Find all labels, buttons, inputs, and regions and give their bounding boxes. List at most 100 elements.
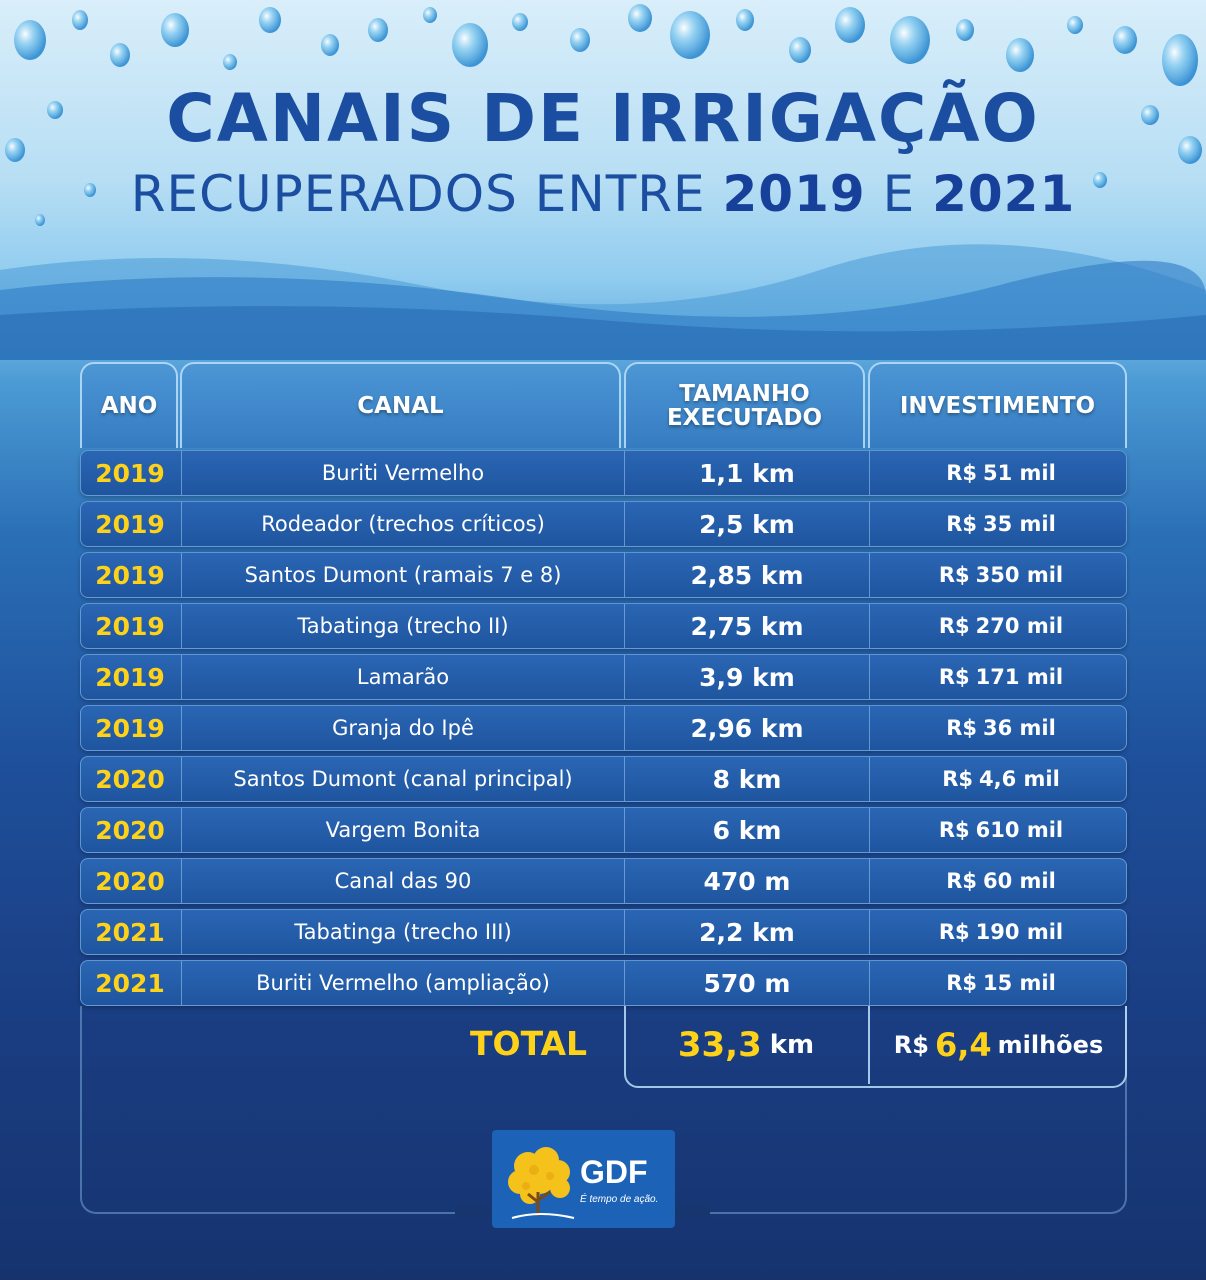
cell-investimento: R$ 190 mil — [869, 910, 1126, 954]
cell-investimento: R$ 4,6 mil — [869, 757, 1126, 801]
total-investimento: R$ 6,4 milhões — [868, 1006, 1127, 1084]
total-inv-value: 6,4 — [934, 1026, 992, 1064]
inv-prefix: R$ — [938, 818, 970, 842]
cell-investimento: R$ 35 mil — [869, 502, 1126, 546]
cell-investimento: R$ 60 mil — [869, 859, 1126, 903]
cell-ano: 2019 — [95, 458, 165, 488]
cell-canal: Tabatinga (trecho II) — [181, 604, 624, 648]
cell-ano: 2019 — [95, 713, 165, 743]
inv-value: 36 mil — [982, 716, 1056, 740]
inv-prefix: R$ — [946, 869, 977, 893]
subtitle-conjunction: E — [865, 165, 933, 223]
cell-canal: Lamarão — [181, 655, 624, 699]
ipe-tree-icon — [508, 1147, 575, 1219]
table-row: 2019 Lamarão 3,9 km R$ 171 mil — [80, 654, 1127, 700]
cell-tamanho: 2,96 km — [624, 706, 869, 750]
inv-value: 270 mil — [975, 614, 1064, 638]
inv-value: 4,6 mil — [979, 767, 1060, 791]
cell-ano: 2021 — [95, 968, 165, 998]
inv-prefix: R$ — [946, 716, 977, 740]
cell-ano: 2020 — [95, 764, 165, 794]
total-box — [624, 1006, 1127, 1088]
cell-investimento: R$ 36 mil — [869, 706, 1126, 750]
cell-canal: Granja do Ipê — [181, 706, 624, 750]
subtitle-prefix: RECUPERADOS ENTRE — [130, 165, 723, 223]
cell-tamanho: 2,75 km — [624, 604, 869, 648]
total-inv-prefix: R$ — [893, 1031, 929, 1059]
cell-canal: Buriti Vermelho (ampliação) — [181, 961, 624, 1005]
cell-tamanho: 2,5 km — [624, 502, 869, 546]
cell-ano: 2019 — [95, 611, 165, 641]
water-drops-decoration — [5, 4, 1202, 226]
inv-prefix: R$ — [946, 971, 977, 995]
total-inv-unit: milhões — [997, 1031, 1104, 1059]
subtitle-year-end: 2021 — [932, 165, 1076, 223]
table-row: 2020 Vargem Bonita 6 km R$ 610 mil — [80, 807, 1127, 853]
header-ano: ANO — [80, 362, 178, 448]
cell-tamanho: 2,85 km — [624, 553, 869, 597]
cell-tamanho: 1,1 km — [624, 451, 869, 495]
total-tamanho: 33,3 km — [624, 1006, 868, 1084]
cell-ano: 2019 — [95, 560, 165, 590]
cell-canal: Vargem Bonita — [181, 808, 624, 852]
header-tamanho-line2: EXECUTADO — [666, 405, 823, 431]
cell-investimento: R$ 171 mil — [869, 655, 1126, 699]
cell-canal: Tabatinga (trecho III) — [181, 910, 624, 954]
table-row: 2019 Rodeador (trechos críticos) 2,5 km … — [80, 501, 1127, 547]
cell-tamanho: 6 km — [624, 808, 869, 852]
cell-canal: Santos Dumont (ramais 7 e 8) — [181, 553, 624, 597]
cell-ano: 2021 — [95, 917, 165, 947]
cell-investimento: R$ 350 mil — [869, 553, 1126, 597]
total-tamanho-unit: km — [769, 1030, 815, 1060]
inv-value: 35 mil — [982, 512, 1056, 536]
cell-investimento: R$ 51 mil — [869, 451, 1126, 495]
cell-investimento: R$ 610 mil — [869, 808, 1126, 852]
header-tamanho: TAMANHO EXECUTADO — [624, 362, 865, 448]
total-tamanho-value: 33,3 — [677, 1025, 762, 1065]
inv-prefix: R$ — [938, 614, 970, 638]
cell-tamanho: 2,2 km — [624, 910, 869, 954]
cell-tamanho: 3,9 km — [624, 655, 869, 699]
inv-prefix: R$ — [946, 512, 977, 536]
inv-prefix: R$ — [938, 665, 970, 689]
water-surface-decoration — [0, 244, 1206, 360]
cell-canal: Buriti Vermelho — [181, 451, 624, 495]
table-row: 2021 Tabatinga (trecho III) 2,2 km R$ 190… — [80, 909, 1127, 955]
cell-tamanho: 8 km — [624, 757, 869, 801]
header-canal: CANAL — [180, 362, 621, 448]
gdf-logo: GDF É tempo de ação. — [492, 1130, 675, 1228]
inv-value: 60 mil — [982, 869, 1056, 893]
inv-value: 610 mil — [975, 818, 1064, 842]
inv-value: 350 mil — [975, 563, 1064, 587]
inv-prefix: R$ — [938, 920, 970, 944]
table-row: 2019 Granja do Ipê 2,96 km R$ 36 mil — [80, 705, 1127, 751]
cell-ano: 2019 — [95, 509, 165, 539]
cell-ano: 2020 — [95, 866, 165, 896]
subtitle-year-start: 2019 — [722, 165, 866, 223]
inv-value: 51 mil — [982, 461, 1056, 485]
page-title: CANAIS DE IRRIGAÇÃO — [166, 80, 1040, 157]
inv-prefix: R$ — [946, 461, 977, 485]
logo-tagline: É tempo de ação. — [580, 1194, 659, 1205]
header-tamanho-line1: TAMANHO — [679, 381, 810, 407]
total-row: TOTAL 33,3 km R$ 6,4 milhões — [80, 1006, 1127, 1088]
cell-tamanho: 570 m — [624, 961, 869, 1005]
inv-value: 15 mil — [982, 971, 1056, 995]
cell-canal: Rodeador (trechos críticos) — [181, 502, 624, 546]
page-subtitle: RECUPERADOS ENTRE 2019 E 2021 — [0, 165, 1206, 223]
inv-value: 190 mil — [975, 920, 1064, 944]
cell-canal: Santos Dumont (canal principal) — [181, 757, 624, 801]
cell-ano: 2020 — [95, 815, 165, 845]
table-row: 2019 Buriti Vermelho 1,1 km R$ 51 mil — [80, 450, 1127, 496]
table-row: 2020 Canal das 90 470 m R$ 60 mil — [80, 858, 1127, 904]
cell-ano: 2019 — [95, 662, 165, 692]
total-label: TOTAL — [470, 1024, 588, 1063]
cell-tamanho: 470 m — [624, 859, 869, 903]
table-header: ANO CANAL TAMANHO EXECUTADO INVESTIMENTO — [80, 362, 1127, 448]
table-row: 2019 Santos Dumont (ramais 7 e 8) 2,85 k… — [80, 552, 1127, 598]
table-row: 2020 Santos Dumont (canal principal) 8 k… — [80, 756, 1127, 802]
table-row: 2019 Tabatinga (trecho II) 2,75 km R$ 270… — [80, 603, 1127, 649]
cell-investimento: R$ 15 mil — [869, 961, 1126, 1005]
logo-name: GDF — [580, 1154, 648, 1190]
